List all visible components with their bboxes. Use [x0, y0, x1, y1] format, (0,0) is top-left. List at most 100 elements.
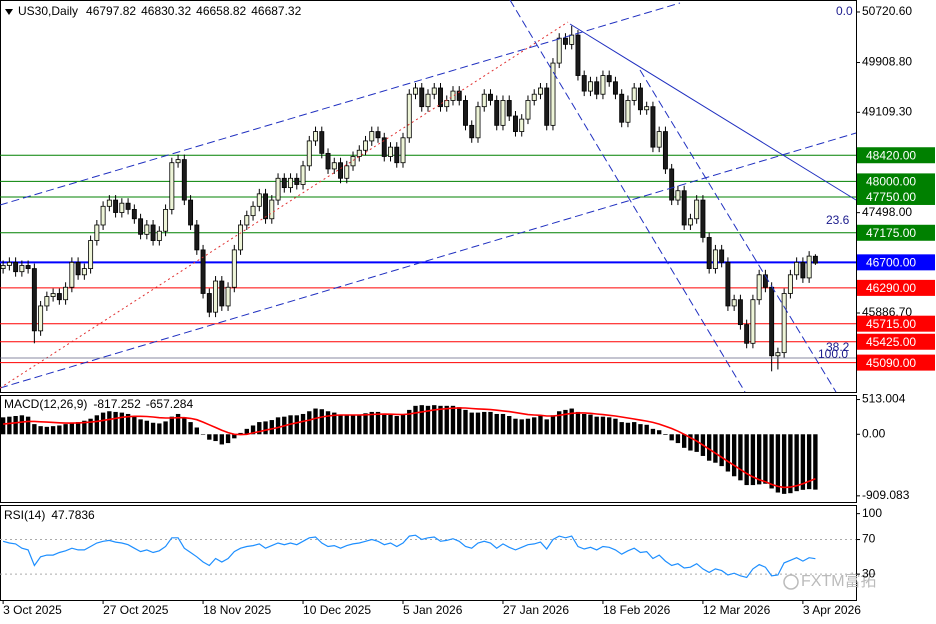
macd-bar [382, 413, 387, 435]
macd-bar [469, 412, 474, 435]
trendline [509, 0, 746, 393]
candle-body [19, 265, 25, 273]
macd-bar [557, 411, 562, 435]
candle-body [275, 177, 281, 201]
macd-bar [225, 434, 231, 444]
candle-body [800, 261, 806, 279]
candle-body [769, 286, 775, 357]
candle-body [50, 293, 56, 297]
macd-bar [613, 418, 618, 435]
macd-bar [444, 405, 449, 435]
candle-body [469, 124, 475, 139]
candle-body [269, 199, 275, 220]
candle-body [319, 131, 325, 154]
macd-bar [44, 426, 50, 435]
candle-body [188, 199, 194, 226]
macd-bar [394, 415, 399, 435]
candle-body [150, 224, 156, 241]
macd-bar [69, 422, 75, 435]
macd-bar [63, 424, 68, 435]
macd-bar [313, 408, 318, 435]
y-tick-label: 47498.00 [862, 205, 912, 219]
level-label: 45090.00 [866, 356, 916, 370]
macd-bar [463, 409, 468, 435]
macd-bar [644, 424, 649, 435]
x-tick-label: 10 Dec 2025 [303, 603, 371, 617]
macd-bar [538, 415, 543, 435]
level-label: 48420.00 [866, 148, 916, 162]
macd-bar [806, 434, 812, 490]
candle-body [200, 249, 206, 294]
macd-bar [694, 434, 699, 452]
candle-body [100, 205, 106, 226]
macd-bar [550, 415, 556, 435]
macd-bar [213, 434, 218, 442]
candle-body [238, 224, 244, 251]
menu-arrow[interactable] [5, 9, 13, 15]
watermark-icon [783, 574, 799, 590]
macd-bar [244, 428, 249, 435]
candle-body [206, 293, 212, 313]
level-label: 47750.00 [866, 190, 916, 204]
signal-line [3, 407, 816, 489]
fib-label: 23.6 [826, 213, 850, 227]
candle-body [737, 299, 743, 326]
macd-bar [250, 425, 256, 435]
macd-bar [525, 418, 531, 435]
level-box [857, 224, 935, 241]
last-low: 46658.82 [196, 4, 246, 18]
macd-bar [207, 434, 212, 440]
candle-body [394, 146, 400, 164]
candle-body [244, 215, 250, 226]
macd-bar [13, 415, 18, 435]
candle-body [331, 162, 337, 170]
trendline [639, 69, 837, 393]
rsi-title: RSI(14) [4, 508, 45, 522]
candle-body [662, 131, 668, 170]
y-tick-label: 70 [862, 532, 876, 546]
macd-bar [325, 411, 331, 435]
trendline [569, 23, 857, 201]
candle-body [569, 34, 575, 45]
candle-body [712, 249, 718, 269]
x-tick-label: 18 Nov 2025 [203, 603, 271, 617]
macd-bar [400, 414, 406, 435]
macd-bar [38, 426, 43, 435]
level-box [857, 279, 935, 296]
macd-bar [319, 409, 324, 435]
candle-body [38, 305, 44, 332]
candle-body [250, 205, 256, 217]
level-label: 47175.00 [866, 226, 916, 240]
macd-bar [369, 411, 374, 435]
macd-bar [363, 413, 368, 435]
candle-body [694, 199, 700, 220]
macd-bar [425, 405, 431, 435]
y-tick-label: 0.00 [862, 426, 886, 440]
candle-body [750, 299, 756, 344]
level-box [857, 354, 935, 371]
candle-body [444, 100, 450, 108]
candle-body [81, 268, 87, 276]
y-tick-label: 50720.60 [862, 4, 912, 18]
macd-bar [756, 434, 762, 485]
candle-body [13, 261, 19, 273]
macd-bar [681, 434, 687, 448]
macd-bar [413, 405, 418, 435]
macd-bar [194, 427, 200, 435]
macd-bar [100, 412, 106, 435]
candle-body [463, 100, 468, 126]
candle-body [656, 131, 662, 148]
candle-body [556, 37, 562, 64]
macd-bar [488, 411, 493, 435]
y-tick-label: 49908.80 [862, 55, 912, 69]
candle-body [106, 199, 112, 207]
macd-bar [113, 411, 118, 435]
candle-body [56, 293, 62, 301]
candle-body [706, 237, 712, 269]
macd-bar [350, 415, 356, 435]
candle-body [744, 324, 750, 344]
candle-body [494, 100, 500, 126]
candle-body [169, 162, 175, 210]
candle-body [6, 261, 12, 266]
candle-body [581, 75, 587, 92]
